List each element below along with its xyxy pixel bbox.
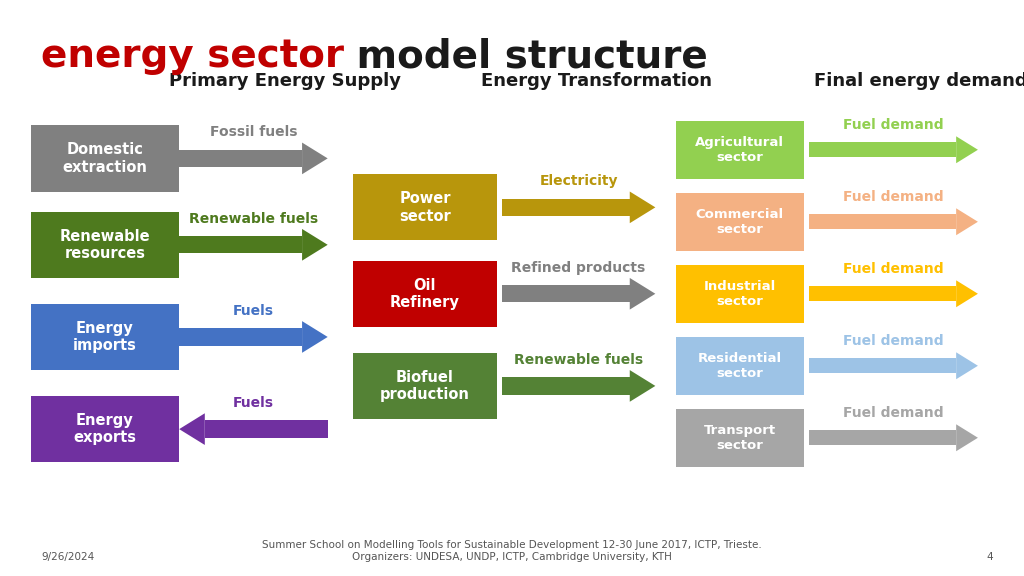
Polygon shape — [630, 191, 655, 223]
Text: Energy Transformation: Energy Transformation — [481, 72, 713, 90]
Text: Energy
imports: Energy imports — [73, 321, 137, 353]
FancyBboxPatch shape — [31, 396, 179, 462]
Polygon shape — [956, 137, 978, 163]
Text: Fuel demand: Fuel demand — [843, 262, 944, 276]
FancyBboxPatch shape — [179, 236, 302, 253]
Text: Transport
sector: Transport sector — [703, 424, 776, 452]
FancyBboxPatch shape — [809, 142, 956, 157]
Text: Electricity: Electricity — [540, 175, 617, 188]
Text: Power
sector: Power sector — [399, 191, 451, 223]
FancyBboxPatch shape — [179, 328, 302, 346]
FancyBboxPatch shape — [809, 286, 956, 301]
FancyBboxPatch shape — [809, 214, 956, 229]
Polygon shape — [956, 425, 978, 451]
FancyBboxPatch shape — [502, 285, 630, 302]
Text: Residential
sector: Residential sector — [697, 352, 782, 380]
Text: Fuel demand: Fuel demand — [843, 406, 944, 420]
Text: Primary Energy Supply: Primary Energy Supply — [169, 72, 401, 90]
Text: Renewable
resources: Renewable resources — [59, 229, 151, 261]
Text: model structure: model structure — [343, 37, 708, 75]
Text: Summer School on Modelling Tools for Sustainable Development 12-30 June 2017, IC: Summer School on Modelling Tools for Sus… — [262, 540, 762, 562]
Text: Agricultural
sector: Agricultural sector — [695, 136, 784, 164]
FancyBboxPatch shape — [676, 337, 804, 395]
Text: Renewable fuels: Renewable fuels — [514, 353, 643, 367]
FancyBboxPatch shape — [31, 126, 179, 191]
Text: 4: 4 — [987, 552, 993, 562]
Polygon shape — [630, 278, 655, 310]
Polygon shape — [302, 143, 328, 175]
Text: Oil
Refinery: Oil Refinery — [390, 278, 460, 310]
FancyBboxPatch shape — [502, 199, 630, 216]
FancyBboxPatch shape — [809, 430, 956, 445]
FancyBboxPatch shape — [353, 353, 497, 419]
Text: Fuels: Fuels — [232, 396, 274, 410]
Polygon shape — [956, 281, 978, 307]
FancyBboxPatch shape — [502, 377, 630, 395]
Polygon shape — [302, 229, 328, 260]
FancyBboxPatch shape — [205, 420, 328, 438]
Polygon shape — [956, 353, 978, 379]
Text: Refined products: Refined products — [511, 261, 646, 275]
Text: Fuel demand: Fuel demand — [843, 190, 944, 204]
Polygon shape — [302, 321, 328, 353]
Text: energy sector: energy sector — [41, 37, 344, 75]
Text: Final energy demand: Final energy demand — [814, 72, 1024, 90]
Text: Renewable fuels: Renewable fuels — [188, 212, 318, 226]
FancyBboxPatch shape — [809, 358, 956, 373]
Text: Fuel demand: Fuel demand — [843, 118, 944, 132]
Text: Industrial
sector: Industrial sector — [703, 280, 776, 308]
Text: Fuels: Fuels — [232, 304, 274, 318]
FancyBboxPatch shape — [676, 265, 804, 323]
FancyBboxPatch shape — [676, 193, 804, 251]
Text: Biofuel
production: Biofuel production — [380, 370, 470, 402]
FancyBboxPatch shape — [353, 260, 497, 327]
FancyBboxPatch shape — [676, 409, 804, 467]
Text: Energy
exports: Energy exports — [74, 413, 136, 445]
FancyBboxPatch shape — [353, 175, 497, 241]
Text: Commercial
sector: Commercial sector — [695, 208, 784, 236]
Polygon shape — [179, 414, 205, 445]
FancyBboxPatch shape — [31, 304, 179, 370]
Polygon shape — [630, 370, 655, 402]
FancyBboxPatch shape — [31, 212, 179, 278]
Text: Domestic
extraction: Domestic extraction — [62, 142, 147, 175]
Polygon shape — [956, 209, 978, 235]
Text: 9/26/2024: 9/26/2024 — [41, 552, 94, 562]
FancyBboxPatch shape — [676, 121, 804, 179]
Text: Fuel demand: Fuel demand — [843, 334, 944, 348]
FancyBboxPatch shape — [179, 150, 302, 167]
Text: Fossil fuels: Fossil fuels — [210, 126, 297, 139]
